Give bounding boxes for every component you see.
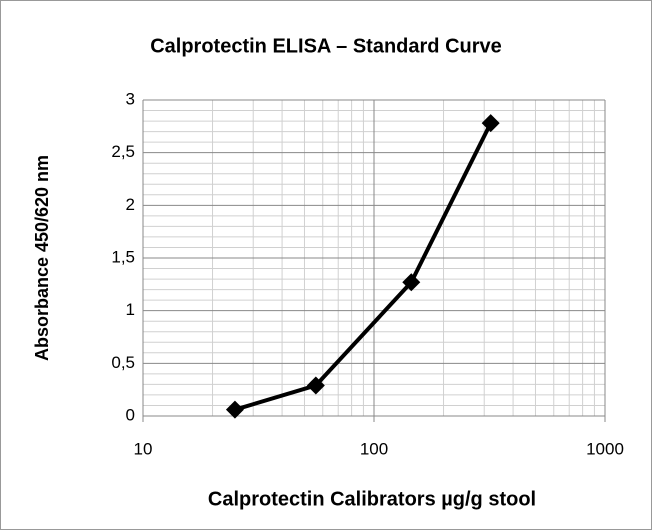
x-axis-label: Calprotectin Calibrators µg/g stool — [208, 488, 536, 510]
y-tick-label: 0,5 — [111, 353, 135, 372]
chart-title: Calprotectin ELISA – Standard Curve — [150, 35, 502, 57]
y-tick-label: 1 — [126, 300, 135, 319]
marker — [481, 114, 500, 133]
x-tick-label: 100 — [360, 439, 388, 458]
y-tick-label: 1,5 — [111, 247, 135, 266]
x-tick-label: 10 — [134, 439, 153, 458]
y-tick-label: 2,5 — [111, 142, 135, 161]
y-tick-label: 2 — [126, 195, 135, 214]
x-tick-label: 1000 — [586, 439, 624, 458]
marker — [225, 400, 244, 419]
y-tick-label: 3 — [126, 89, 135, 108]
y-axis-label: Absorbance 450/620 nm — [32, 155, 52, 361]
marker — [306, 376, 325, 395]
marker — [402, 273, 421, 292]
y-tick-label: 0 — [126, 405, 135, 424]
series-line — [234, 122, 493, 412]
